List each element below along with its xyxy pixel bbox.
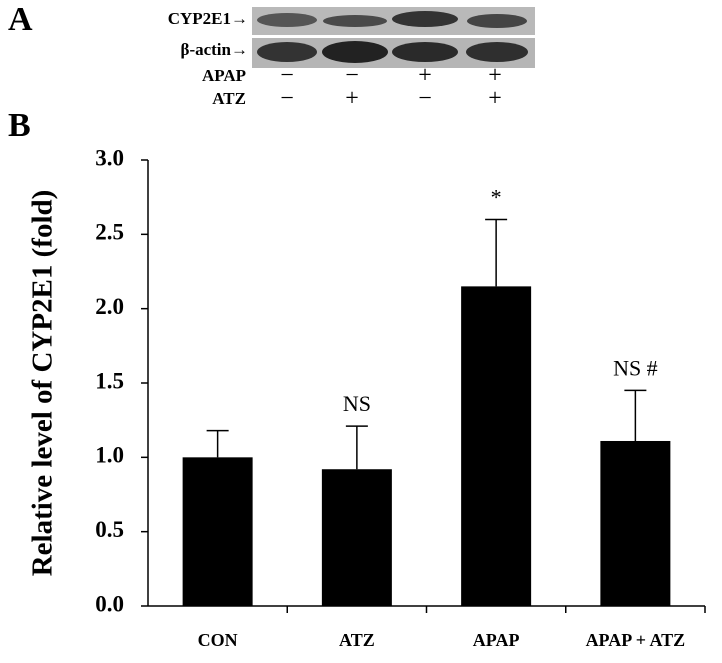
x-tick-label: CON bbox=[198, 630, 238, 650]
bar bbox=[461, 286, 532, 606]
bar bbox=[600, 440, 671, 606]
significance-label: NS # bbox=[613, 355, 658, 380]
y-tick-label: 1.0 bbox=[95, 443, 124, 468]
y-tick-label: 3.0 bbox=[95, 145, 124, 170]
panel-label: A bbox=[8, 1, 33, 38]
condition-sign: − bbox=[280, 86, 294, 112]
significance-label: NS bbox=[343, 391, 371, 416]
x-tick-label: ATZ bbox=[339, 630, 375, 650]
condition-label: ATZ bbox=[212, 89, 246, 108]
y-tick-label: 2.5 bbox=[95, 220, 124, 245]
x-tick-label: APAP + ATZ bbox=[586, 630, 686, 650]
y-tick-label: 0.5 bbox=[95, 517, 124, 542]
y-tick-label: 2.0 bbox=[95, 294, 124, 319]
condition-sign: − bbox=[418, 86, 432, 112]
y-axis-label: Relative level of CYP2E1 (fold) bbox=[27, 190, 59, 577]
condition-sign: + bbox=[418, 63, 432, 89]
condition-label: APAP bbox=[202, 66, 246, 85]
y-tick-label: 0.0 bbox=[95, 591, 124, 616]
condition-sign: + bbox=[488, 63, 502, 89]
bar bbox=[182, 457, 253, 606]
condition-sign: − bbox=[345, 63, 359, 89]
condition-sign: + bbox=[345, 86, 359, 112]
condition-sign: − bbox=[280, 63, 294, 89]
blot-label: CYP2E1→ bbox=[168, 9, 248, 28]
condition-sign: + bbox=[488, 86, 502, 112]
bar bbox=[321, 469, 392, 606]
y-tick-label: 1.5 bbox=[95, 368, 124, 393]
x-tick-label: APAP bbox=[473, 630, 520, 650]
blot-label: β-actin→ bbox=[180, 40, 248, 59]
blot-image bbox=[252, 7, 535, 68]
significance-label: * bbox=[491, 185, 502, 210]
panel-label: B bbox=[8, 107, 31, 144]
